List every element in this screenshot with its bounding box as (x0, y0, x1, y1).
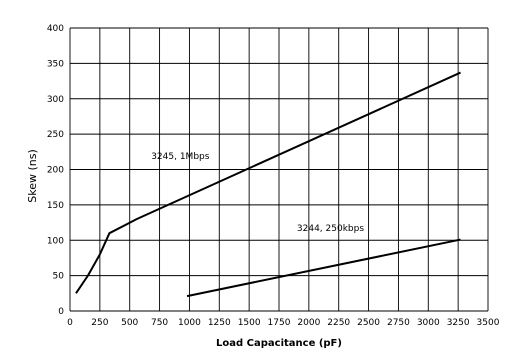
y-axis-title: Skew (ns) (26, 149, 39, 203)
series-layer (75, 71, 461, 298)
x-tick-label: 0 (67, 318, 73, 328)
x-tick-label: 250 (91, 318, 108, 328)
x-tick-label: 1750 (268, 318, 291, 328)
x-tick-label: 750 (151, 318, 168, 328)
x-tick-label: 3250 (447, 318, 470, 328)
x-tick-label: 500 (121, 318, 138, 328)
x-tick-label: 2500 (357, 318, 380, 328)
y-tick-label: 200 (47, 166, 64, 176)
y-tick-label: 0 (58, 307, 64, 317)
x-tick-label: 3000 (417, 318, 440, 328)
x-tick-label: 2250 (327, 318, 350, 328)
series-labels: 3245, 1Mbps 3244, 250kbps (151, 152, 364, 234)
y-tick-label: 100 (47, 236, 64, 246)
series-line-2 (186, 238, 461, 298)
series-label-2: 3244, 250kbps (297, 224, 364, 234)
series-line-1 (75, 71, 461, 294)
y-tick-label: 50 (53, 272, 65, 282)
x-tick-label: 1250 (208, 318, 231, 328)
y-tick-label: 400 (47, 24, 64, 34)
y-tick-label: 150 (47, 201, 64, 211)
x-tick-label: 1500 (238, 318, 261, 328)
x-tick-label: 2000 (297, 318, 320, 328)
grid (69, 27, 489, 312)
tick-labels: 0 250 500 750 1000 1250 1500 1750 2000 2250 2500 27… (47, 24, 500, 328)
x-axis-title: Load Capacitance (pF) (216, 338, 342, 349)
x-tick-label: 2750 (387, 318, 410, 328)
x-tick-label: 1000 (178, 318, 201, 328)
series-label-1: 3245, 1Mbps (151, 152, 210, 162)
y-tick-label: 300 (47, 95, 64, 105)
y-tick-label: 250 (47, 130, 64, 140)
x-tick-label: 3500 (477, 318, 500, 328)
y-tick-label: 350 (47, 59, 64, 69)
